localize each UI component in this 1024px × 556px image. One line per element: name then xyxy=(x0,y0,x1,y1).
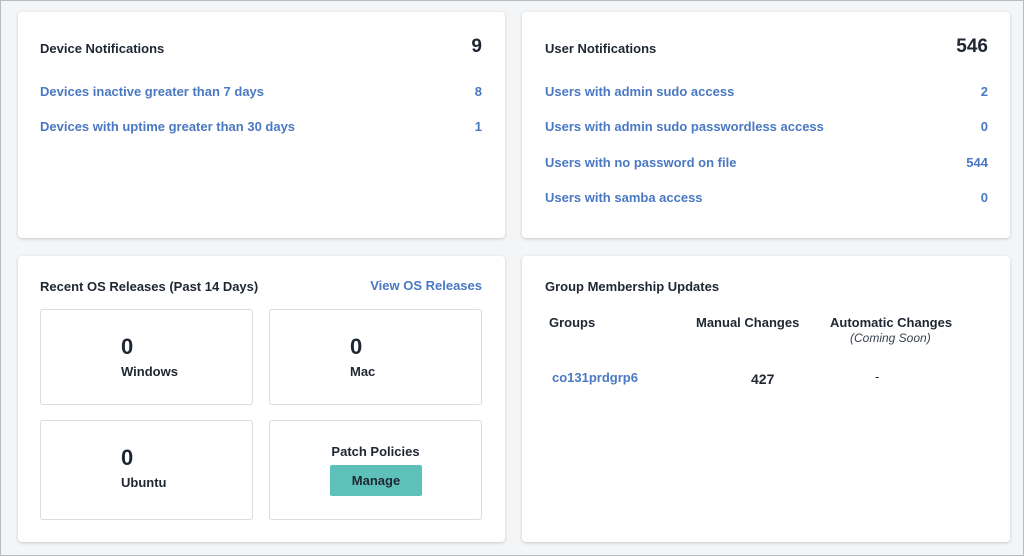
users-admin-sudo-link[interactable]: Users with admin sudo access xyxy=(545,84,735,99)
users-samba-link[interactable]: Users with samba access xyxy=(545,190,703,205)
os-releases-card: Recent OS Releases (Past 14 Days) View O… xyxy=(18,256,505,542)
group-automatic-changes-value: - xyxy=(875,369,880,384)
ubuntu-count: 0 xyxy=(121,445,134,470)
user-notifications-count: 546 xyxy=(956,36,988,57)
users-no-password-link[interactable]: Users with no password on file xyxy=(545,155,737,170)
user-notifications-card: User Notifications 546 Users with admin … xyxy=(522,12,1010,238)
manual-changes-column-header: Manual Changes xyxy=(696,315,800,330)
users-sudo-passwordless-count[interactable]: 0 xyxy=(980,119,988,134)
device-uptime-count[interactable]: 1 xyxy=(474,119,482,134)
groups-column-header: Groups xyxy=(549,315,596,330)
device-notifications-card: Device Notifications 9 Devices inactive … xyxy=(18,12,505,238)
group-link-co131prdgrp6[interactable]: co131prdgrp6 xyxy=(552,370,638,385)
windows-label: Windows xyxy=(121,364,178,379)
device-uptime-link[interactable]: Devices with uptime greater than 30 days xyxy=(40,119,296,134)
group-membership-title: Group Membership Updates xyxy=(545,279,720,294)
device-inactive-count[interactable]: 8 xyxy=(474,84,482,99)
manage-button[interactable]: Manage xyxy=(330,465,422,496)
users-samba-count[interactable]: 0 xyxy=(980,190,988,205)
coming-soon-note: (Coming Soon) xyxy=(850,331,931,345)
windows-count: 0 xyxy=(121,334,134,359)
device-inactive-link[interactable]: Devices inactive greater than 7 days xyxy=(40,84,265,99)
group-manual-changes-value: 427 xyxy=(751,371,775,387)
device-notifications-title: Device Notifications xyxy=(40,41,165,56)
users-sudo-passwordless-link[interactable]: Users with admin sudo passwordless acces… xyxy=(545,119,824,134)
ubuntu-label: Ubuntu xyxy=(121,475,167,490)
patch-policies-tile: Patch Policies Manage xyxy=(269,420,482,520)
ubuntu-tile: 0 Ubuntu xyxy=(40,420,253,520)
users-no-password-count[interactable]: 544 xyxy=(966,155,988,170)
mac-label: Mac xyxy=(350,364,376,379)
windows-tile: 0 Windows xyxy=(40,309,253,405)
mac-tile: 0 Mac xyxy=(269,309,482,405)
patch-policies-title: Patch Policies xyxy=(331,444,420,459)
view-os-releases-link[interactable]: View OS Releases xyxy=(370,278,482,293)
group-membership-card: Group Membership Updates Groups Manual C… xyxy=(522,256,1010,542)
device-notifications-count: 9 xyxy=(471,36,482,57)
os-releases-title: Recent OS Releases (Past 14 Days) xyxy=(40,279,259,294)
mac-count: 0 xyxy=(350,334,363,359)
automatic-changes-column-header: Automatic Changes xyxy=(830,315,953,330)
user-notifications-title: User Notifications xyxy=(545,41,657,56)
users-admin-sudo-count[interactable]: 2 xyxy=(980,84,988,99)
